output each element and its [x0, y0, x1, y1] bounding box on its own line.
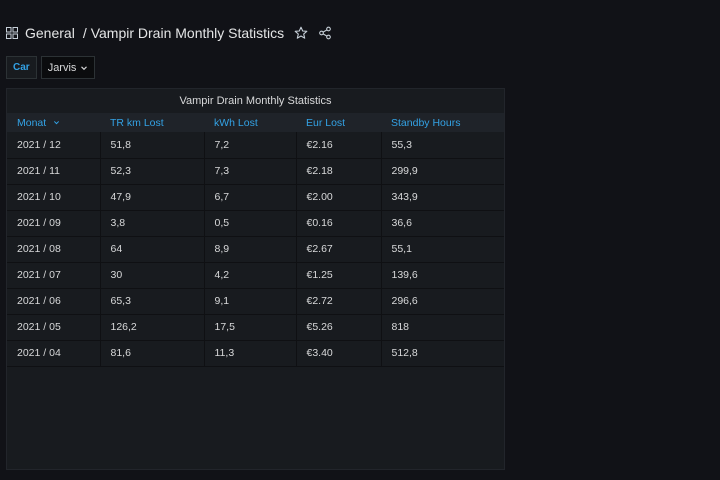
cell-tr-km-lost: 3,8	[100, 210, 205, 237]
panel-title[interactable]: Vampir Drain Monthly Statistics	[179, 95, 332, 107]
column-header-standby-hours[interactable]: Standby Hours	[391, 116, 461, 129]
chevron-down-icon	[81, 65, 88, 70]
cell-monat: 2021 / 06	[7, 288, 101, 315]
table-row: 2021 / 11 52,3 7,3 €2.18 299,9	[7, 158, 504, 185]
variable-label-car: Car	[6, 56, 37, 79]
cell-kwh-lost: 6,7	[204, 184, 297, 211]
cell-tr-km-lost: 30	[100, 262, 205, 289]
cell-eur-lost: €2.00	[296, 184, 382, 211]
table-row: 2021 / 08 64 8,9 €2.67 55,1	[7, 236, 504, 263]
cell-monat: 2021 / 05	[7, 314, 101, 341]
dashboard-title[interactable]: Vampir Drain Monthly Statistics	[90, 25, 285, 41]
cell-eur-lost: €2.67	[296, 236, 382, 263]
cell-monat: 2021 / 10	[7, 184, 101, 211]
cell-monat: 2021 / 09	[7, 210, 101, 237]
cell-standby-hours: 818	[381, 314, 504, 341]
cell-standby-hours: 55,1	[381, 236, 504, 263]
table-row: 2021 / 12 51,8 7,2 €2.16 55,3	[7, 132, 504, 159]
cell-tr-km-lost: 51,8	[100, 132, 205, 159]
cell-standby-hours: 296,6	[381, 288, 504, 315]
cell-kwh-lost: 17,5	[204, 314, 297, 341]
column-header-label: Monat	[17, 116, 47, 129]
cell-tr-km-lost: 126,2	[100, 314, 205, 341]
star-icon[interactable]	[294, 26, 308, 40]
cell-standby-hours: 343,9	[381, 184, 504, 211]
cell-standby-hours: 512,8	[381, 340, 504, 367]
cell-eur-lost: €2.18	[296, 158, 382, 185]
cell-monat: 2021 / 08	[7, 236, 101, 263]
column-header-monat[interactable]: Monat	[7, 113, 100, 132]
column-header-kwh-lost[interactable]: kWh Lost	[214, 116, 258, 129]
table-row: 2021 / 10 47,9 6,7 €2.00 343,9	[7, 184, 504, 211]
cell-tr-km-lost: 52,3	[100, 158, 205, 185]
cell-standby-hours: 55,3	[381, 132, 504, 159]
cell-monat: 2021 / 04	[7, 340, 101, 367]
data-table: Monat TR km Lost kWh Lost Eur Lost Stand…	[7, 113, 504, 367]
cell-monat: 2021 / 07	[7, 262, 101, 289]
cell-eur-lost: €3.40	[296, 340, 382, 367]
table-row: 2021 / 09 3,8 0,5 €0.16 36,6	[7, 210, 504, 237]
template-variables: Car Jarvis	[6, 56, 96, 79]
breadcrumb-separator: /	[82, 25, 87, 41]
cell-monat: 2021 / 11	[7, 158, 101, 185]
table-row: 2021 / 04 81,6 11,3 €3.40 512,8	[7, 340, 504, 367]
table-row: 2021 / 06 65,3 9,1 €2.72 296,6	[7, 288, 504, 315]
cell-eur-lost: €5.26	[296, 314, 382, 341]
cell-tr-km-lost: 64	[100, 236, 205, 263]
sort-desc-icon	[54, 121, 60, 125]
table-row: 2021 / 07 30 4,2 €1.25 139,6	[7, 262, 504, 289]
dashboard-header: General / Vampir Drain Monthly Statistic…	[6, 22, 332, 44]
table-header-row: Monat TR km Lost kWh Lost Eur Lost Stand…	[7, 113, 504, 132]
table-panel: Vampir Drain Monthly Statistics Monat TR…	[6, 88, 505, 470]
table-row: 2021 / 05 126,2 17,5 €5.26 818	[7, 314, 504, 341]
cell-kwh-lost: 8,9	[204, 236, 297, 263]
cell-kwh-lost: 9,1	[204, 288, 297, 315]
cell-standby-hours: 139,6	[381, 262, 504, 289]
cell-eur-lost: €2.16	[296, 132, 382, 159]
cell-eur-lost: €0.16	[296, 210, 382, 237]
column-header-eur-lost[interactable]: Eur Lost	[306, 116, 346, 129]
cell-standby-hours: 299,9	[381, 158, 504, 185]
cell-kwh-lost: 7,2	[204, 132, 297, 159]
cell-eur-lost: €1.25	[296, 262, 382, 289]
car-variable-value: Jarvis	[47, 61, 77, 74]
cell-kwh-lost: 0,5	[204, 210, 297, 237]
cell-eur-lost: €2.72	[296, 288, 382, 315]
cell-monat: 2021 / 12	[7, 132, 101, 159]
cell-tr-km-lost: 65,3	[100, 288, 205, 315]
apps-grid-icon[interactable]	[6, 27, 18, 39]
car-variable-select[interactable]: Jarvis	[40, 56, 96, 79]
cell-standby-hours: 36,6	[381, 210, 504, 237]
cell-tr-km-lost: 47,9	[100, 184, 205, 211]
cell-kwh-lost: 11,3	[204, 340, 297, 367]
share-icon[interactable]	[318, 26, 332, 40]
cell-tr-km-lost: 81,6	[100, 340, 205, 367]
column-header-tr-km-lost[interactable]: TR km Lost	[110, 116, 164, 129]
breadcrumb-folder[interactable]: General	[25, 25, 75, 41]
cell-kwh-lost: 4,2	[204, 262, 297, 289]
cell-kwh-lost: 7,3	[204, 158, 297, 185]
